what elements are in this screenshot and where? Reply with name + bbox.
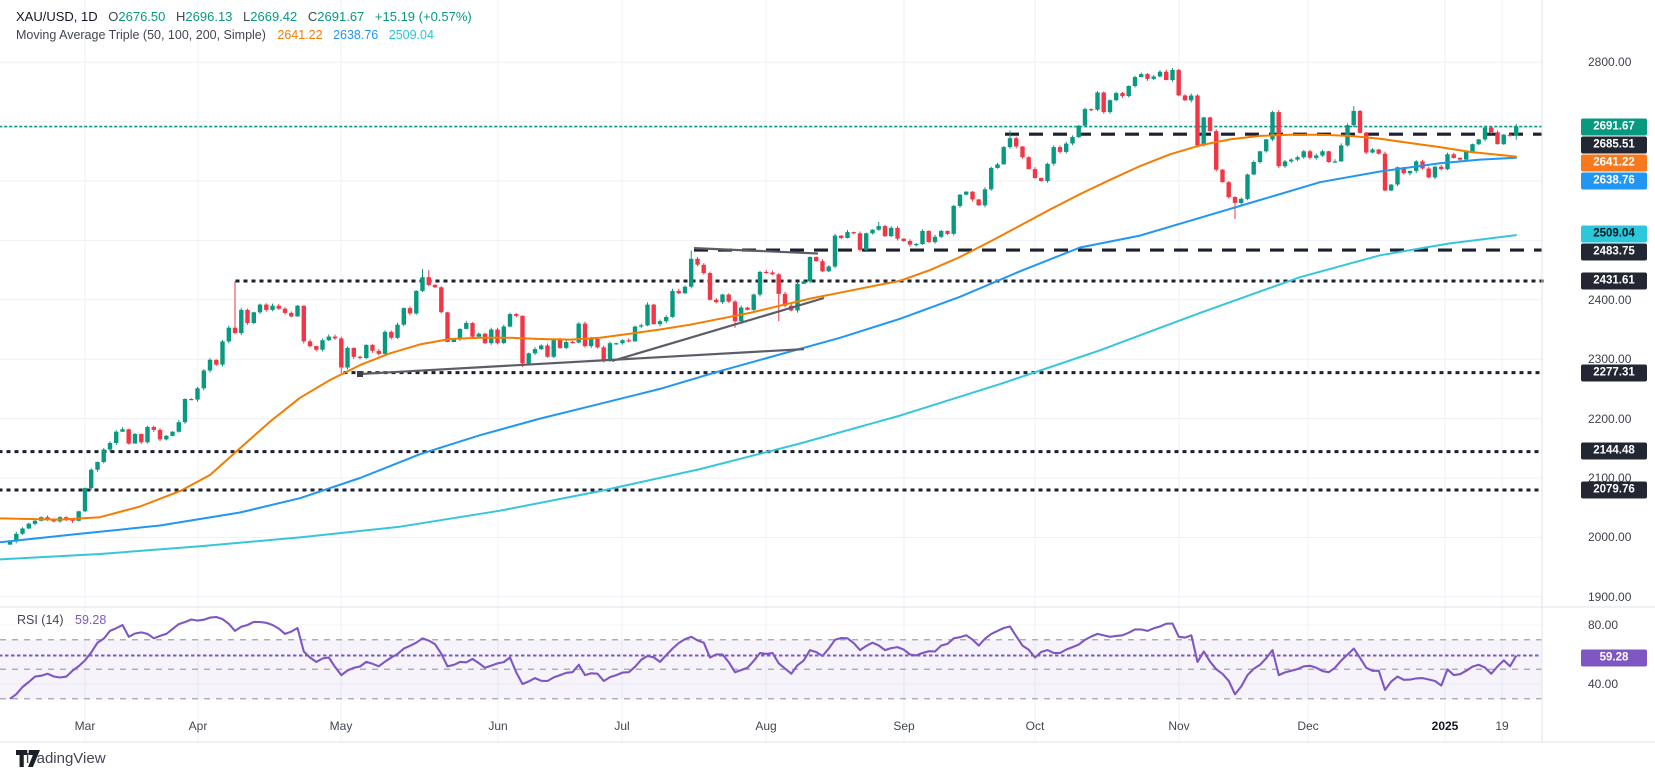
price-badge: 2277.31	[1581, 364, 1647, 382]
time-tick: Nov	[1168, 719, 1190, 733]
tradingview-logo[interactable]: TradingView	[16, 750, 106, 767]
rsi-title[interactable]: RSI (14)	[17, 613, 64, 627]
close-label: C	[307, 9, 318, 24]
time-tick: Sep	[893, 719, 915, 733]
price-tick: 40.00	[1588, 677, 1619, 691]
sma100-value: 2638.76	[333, 28, 379, 42]
price-badge: 2509.04	[1581, 225, 1647, 243]
price-tick: 2800.00	[1588, 55, 1632, 69]
time-tick: May	[329, 719, 353, 733]
sma50-value: 2641.22	[277, 28, 323, 42]
indicator-title[interactable]: Moving Average Triple (50, 100, 200, Sim…	[16, 28, 266, 42]
close-value: 2691.67	[317, 9, 365, 24]
price-badge: 2638.76	[1581, 172, 1647, 190]
legend: XAU/USD, 1D O2676.50 H2696.13 L2669.42 C…	[16, 7, 472, 45]
price-badge: 2079.76	[1581, 481, 1647, 499]
price-tick: 2200.00	[1588, 412, 1632, 426]
rsi-value: 59.28	[75, 613, 107, 627]
symbol-row: XAU/USD, 1D O2676.50 H2696.13 L2669.42 C…	[16, 7, 472, 26]
price-badge: 2483.75	[1581, 243, 1647, 261]
price-badge: 2144.48	[1581, 442, 1647, 460]
tradingview-glyph	[16, 750, 40, 767]
price-tick: 1900.00	[1588, 590, 1632, 604]
price-badge: 59.28	[1581, 649, 1647, 667]
price-badge: 2431.61	[1581, 272, 1647, 290]
price-badge: 2641.22	[1581, 154, 1647, 172]
high-value: 2696.13	[185, 9, 233, 24]
time-tick: 19	[1495, 719, 1509, 733]
time-tick: Jun	[488, 719, 508, 733]
open-value: 2676.50	[118, 9, 166, 24]
low-value: 2669.42	[250, 9, 298, 24]
time-tick: Dec	[1297, 719, 1319, 733]
time-tick: Jul	[614, 719, 630, 733]
price-tick: 80.00	[1588, 618, 1619, 632]
sma200-value: 2509.04	[388, 28, 434, 42]
rsi-legend: RSI (14) 59.28	[17, 613, 106, 627]
time-tick: Oct	[1025, 719, 1045, 733]
tradingview-label: TradingView	[23, 750, 106, 767]
price-tick: 2400.00	[1588, 293, 1632, 307]
time-tick: Aug	[755, 719, 777, 733]
change-value: +15.19 (+0.57%)	[374, 9, 472, 24]
time-tick: Mar	[74, 719, 96, 733]
price-tick: 2300.00	[1588, 352, 1632, 366]
price-badge: 2685.51	[1581, 136, 1647, 154]
symbol-title[interactable]: XAU/USD, 1D	[16, 9, 98, 24]
low-label: L	[243, 9, 251, 24]
open-label: O	[108, 9, 119, 24]
time-tick: Apr	[188, 719, 208, 733]
price-tick: 2000.00	[1588, 530, 1632, 544]
time-tick: 2025	[1431, 719, 1459, 733]
price-badge: 2691.67	[1581, 118, 1647, 136]
indicator-row: Moving Average Triple (50, 100, 200, Sim…	[16, 26, 472, 45]
high-label: H	[176, 9, 186, 24]
